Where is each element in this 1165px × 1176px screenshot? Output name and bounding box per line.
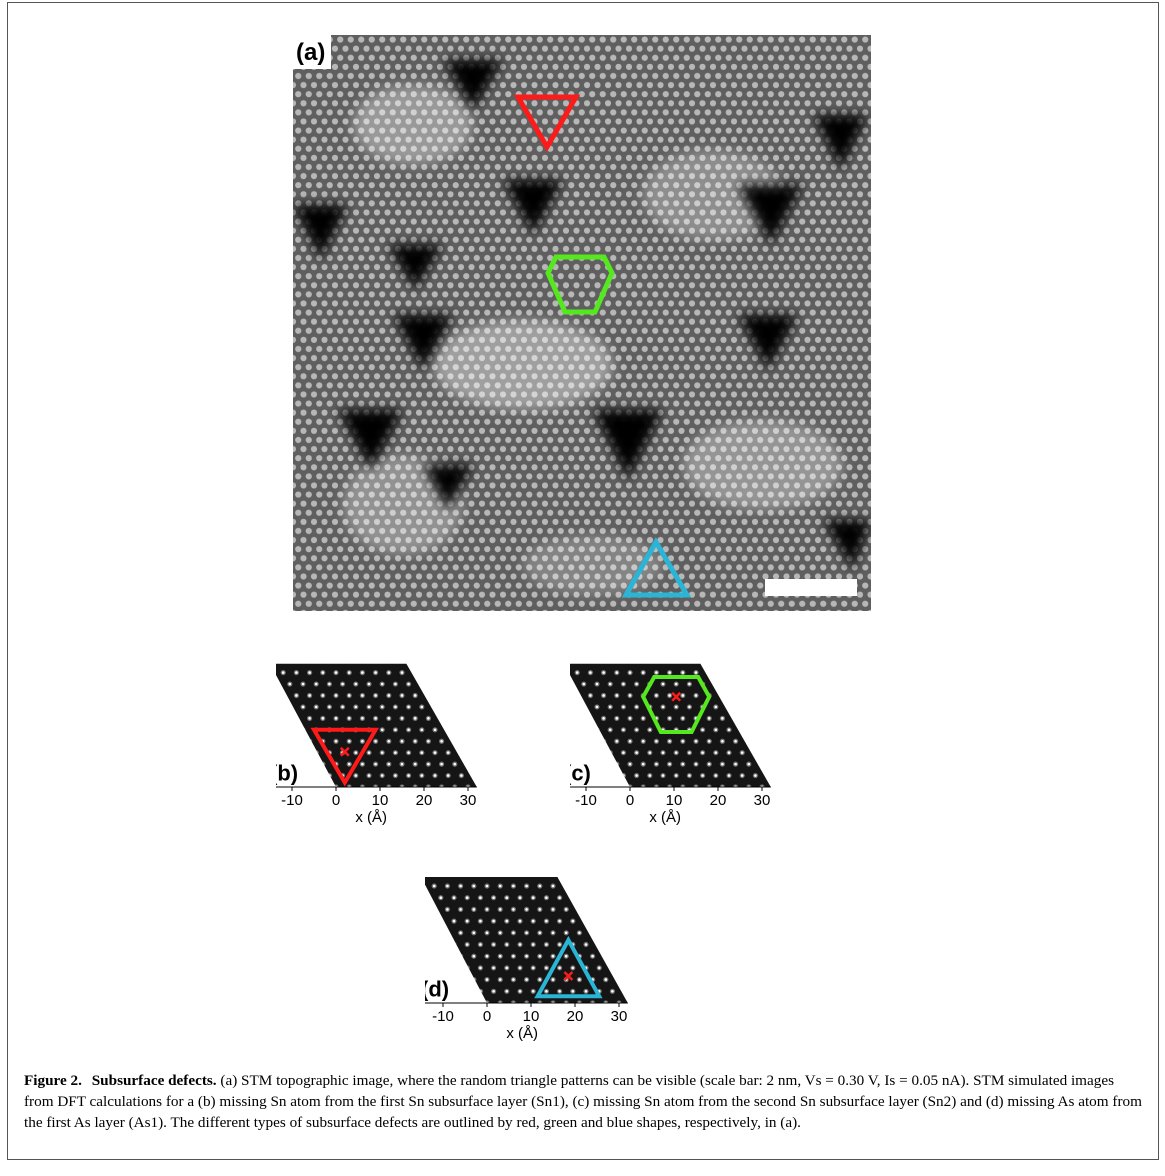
x-tick-label: 20 bbox=[567, 1008, 584, 1025]
caption-subtitle: Subsurface defects. bbox=[91, 1072, 217, 1089]
figure-frame bbox=[7, 2, 1159, 1160]
x-tick-label: 30 bbox=[754, 792, 771, 809]
figure-caption: Figure 2. Subsurface defects. (a) STM to… bbox=[24, 1070, 1142, 1133]
x-axis-label: x (Å) bbox=[649, 809, 681, 826]
sim-panel-d: -1001020300102030x (Å)y (Å)(d) bbox=[425, 877, 628, 1042]
scale-bar bbox=[765, 579, 857, 596]
x-tick-label: 10 bbox=[523, 1008, 540, 1025]
panel-label: (b) bbox=[276, 760, 298, 785]
green-outline-sn2 bbox=[545, 254, 615, 315]
panel-label: (c) bbox=[570, 760, 591, 785]
stm-image-panel-a: (a) bbox=[293, 35, 871, 611]
defect-outline bbox=[310, 727, 380, 787]
caption-title: Figure 2. bbox=[24, 1072, 82, 1089]
sim-panel-b: -1001020300102030x (Å)y (Å)(b) bbox=[276, 663, 477, 826]
x-tick-label: -10 bbox=[432, 1008, 454, 1025]
x-tick-label: -10 bbox=[281, 792, 303, 809]
defect-outline bbox=[534, 935, 603, 999]
red-outline-sn1 bbox=[513, 94, 581, 152]
axes: -1001020300102030 bbox=[425, 1002, 628, 1025]
defect-x-marker bbox=[339, 746, 350, 757]
axes: -1001020300102030 bbox=[570, 786, 771, 809]
defect-x-marker bbox=[671, 691, 682, 702]
x-tick-label: 0 bbox=[626, 792, 634, 809]
defect-x-marker bbox=[563, 971, 574, 981]
x-tick-label: 10 bbox=[372, 792, 389, 809]
x-tick-label: 10 bbox=[666, 792, 683, 809]
x-tick-label: 30 bbox=[460, 792, 477, 809]
x-tick-label: 20 bbox=[710, 792, 727, 809]
sim-panel-c: -1001020300102030x (Å)y (Å)(c) bbox=[570, 663, 771, 826]
x-tick-label: 20 bbox=[416, 792, 433, 809]
x-axis-label: x (Å) bbox=[506, 1025, 538, 1042]
x-tick-label: 0 bbox=[332, 792, 340, 809]
x-tick-label: -10 bbox=[575, 792, 597, 809]
defect-outline bbox=[640, 675, 712, 734]
caption-body: (a) STM topographic image, where the ran… bbox=[24, 1072, 1142, 1131]
x-tick-label: 30 bbox=[611, 1008, 628, 1025]
axes: -1001020300102030 bbox=[276, 786, 477, 809]
x-axis-label: x (Å) bbox=[355, 809, 387, 826]
panel-label: (d) bbox=[425, 976, 449, 1001]
x-tick-label: 0 bbox=[483, 1008, 491, 1025]
panel-a-label: (a) bbox=[296, 39, 325, 66]
blue-outline-as1 bbox=[621, 536, 692, 598]
